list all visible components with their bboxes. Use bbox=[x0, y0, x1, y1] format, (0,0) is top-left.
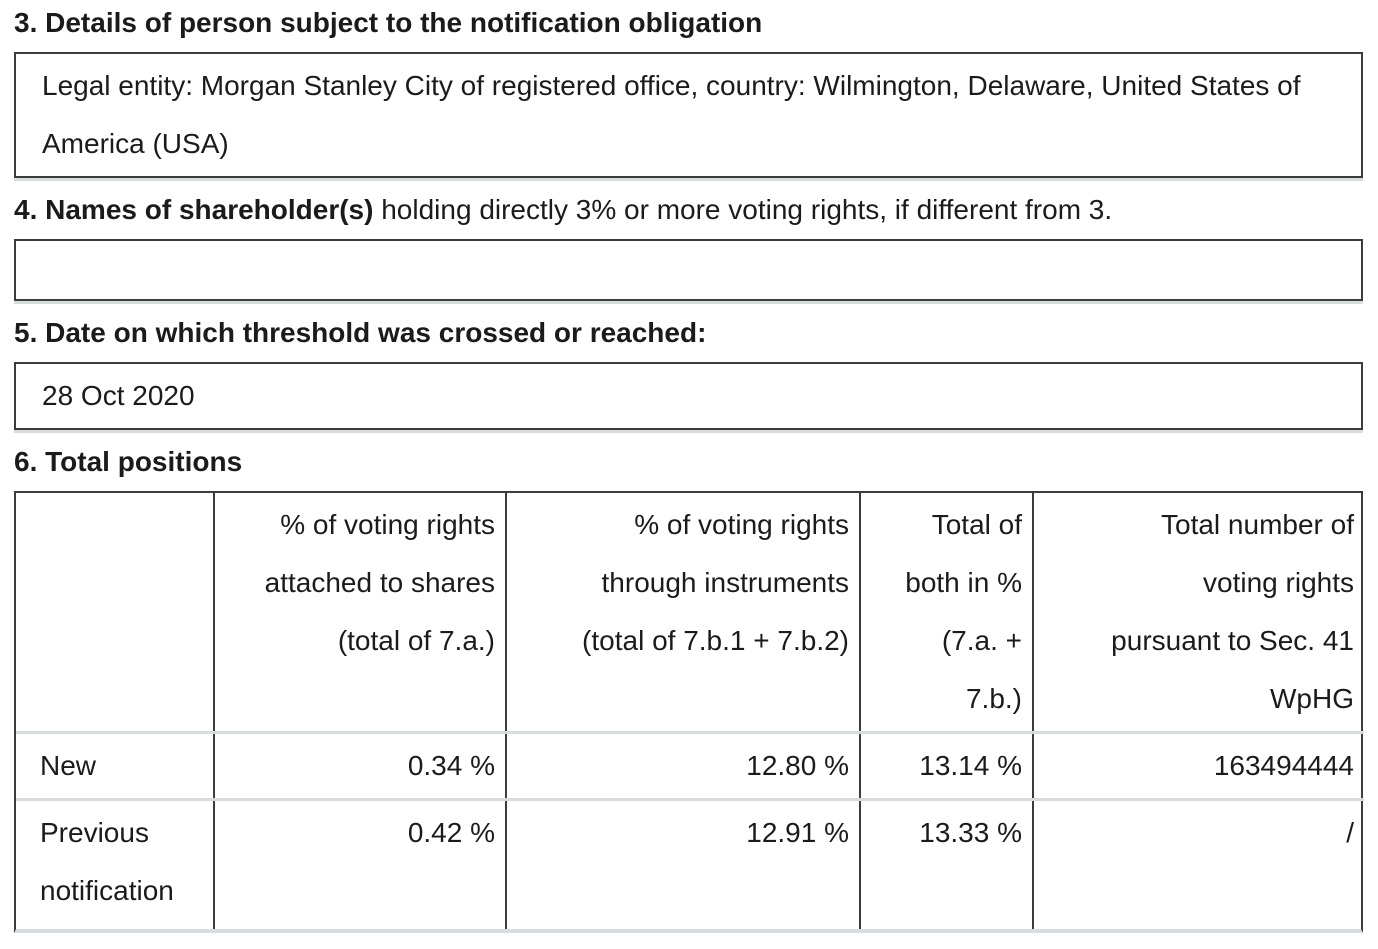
row-new-total-voting-rights: 163494444 bbox=[1032, 731, 1364, 800]
row-new-pct-shares: 0.34 % bbox=[213, 731, 506, 800]
row-previous-total-voting-rights: / bbox=[1032, 798, 1364, 929]
header-pct-voting-rights-instruments: % of voting rights through instruments (… bbox=[505, 493, 860, 733]
section-6-heading: 6. Total positions bbox=[14, 446, 243, 477]
total-positions-table: % of voting rights attached to shares (t… bbox=[14, 491, 1364, 933]
row-new-pct-instruments: 12.80 % bbox=[505, 731, 860, 800]
section-5-value-box: 28 Oct 2020 bbox=[14, 362, 1363, 430]
threshold-date-text: 28 Oct 2020 bbox=[42, 380, 195, 411]
section-5-heading: 5. Date on which threshold was crossed o… bbox=[14, 317, 707, 348]
table-row-new: New 0.34 % 12.80 % 13.14 % 163494444 bbox=[16, 731, 1364, 800]
section-3-heading: 3. Details of person subject to the noti… bbox=[14, 7, 763, 38]
row-previous-pct-shares: 0.42 % bbox=[213, 798, 506, 929]
section-4-value-box bbox=[14, 239, 1363, 301]
row-previous-label: Previous notification bbox=[16, 798, 214, 929]
row-new-pct-total: 13.14 % bbox=[859, 731, 1033, 800]
section-4-heading-bold: 4. Names of shareholder(s) bbox=[14, 194, 374, 225]
section-3-value-box: Legal entity: Morgan Stanley City of reg… bbox=[14, 52, 1363, 178]
legal-entity-text: Legal entity: Morgan Stanley City of reg… bbox=[42, 70, 1301, 159]
table-header-row: % of voting rights attached to shares (t… bbox=[16, 493, 1364, 733]
row-previous-pct-instruments: 12.91 % bbox=[505, 798, 860, 929]
header-empty-cell bbox=[16, 493, 214, 733]
header-pct-voting-rights-shares: % of voting rights attached to shares (t… bbox=[213, 493, 506, 733]
row-new-label: New bbox=[16, 731, 214, 800]
row-previous-pct-total: 13.33 % bbox=[859, 798, 1033, 929]
header-total-of-both: Total of both in % (7.a. + 7.b.) bbox=[859, 493, 1033, 733]
header-total-number-voting-rights: Total number of voting rights pursuant t… bbox=[1032, 493, 1364, 733]
table-row-previous-notification: Previous notification 0.42 % 12.91 % 13.… bbox=[16, 798, 1364, 929]
section-4-heading-rest: holding directly 3% or more voting right… bbox=[373, 194, 1113, 225]
section-4-heading: 4. Names of shareholder(s) holding direc… bbox=[14, 193, 1364, 227]
